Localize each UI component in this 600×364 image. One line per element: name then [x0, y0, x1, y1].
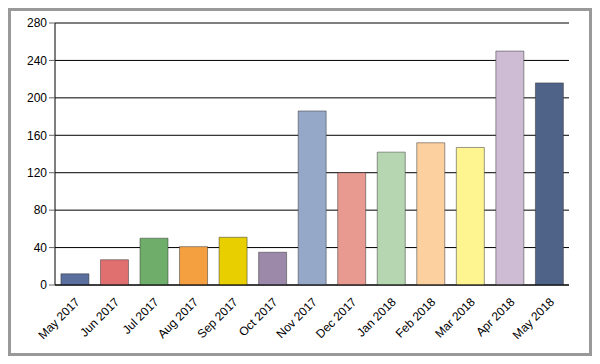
- svg-text:0: 0: [40, 278, 47, 292]
- svg-text:Nov 2017: Nov 2017: [274, 295, 320, 341]
- svg-text:Feb 2018: Feb 2018: [393, 295, 439, 341]
- svg-text:Oct 2017: Oct 2017: [235, 294, 281, 340]
- svg-text:240: 240: [27, 54, 47, 68]
- svg-text:Jan 2018: Jan 2018: [354, 295, 399, 340]
- svg-text:40: 40: [34, 241, 48, 255]
- svg-text:Jun 2017: Jun 2017: [77, 295, 122, 340]
- svg-text:80: 80: [34, 203, 48, 217]
- svg-text:120: 120: [27, 166, 47, 180]
- svg-text:160: 160: [27, 129, 47, 143]
- svg-text:Aug 2017: Aug 2017: [155, 295, 201, 341]
- svg-text:May 2018: May 2018: [510, 295, 557, 342]
- svg-text:200: 200: [27, 91, 47, 105]
- svg-text:280: 280: [27, 16, 47, 30]
- svg-text:Jul 2017: Jul 2017: [119, 294, 162, 337]
- svg-text:May 2017: May 2017: [35, 295, 82, 342]
- svg-text:Dec 2017: Dec 2017: [313, 295, 359, 341]
- svg-text:Sep 2017: Sep 2017: [194, 295, 240, 341]
- svg-text:Mar 2018: Mar 2018: [432, 295, 478, 341]
- svg-text:Apr 2018: Apr 2018: [473, 294, 518, 340]
